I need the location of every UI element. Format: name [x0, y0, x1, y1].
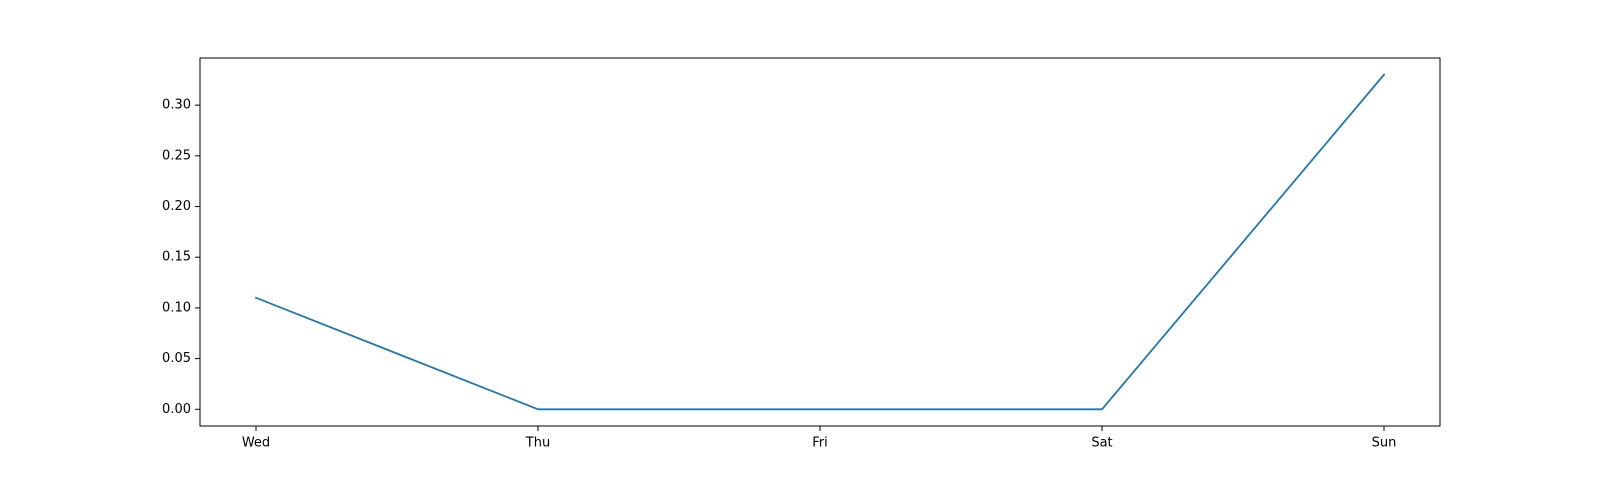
plot-area-frame [199, 57, 1441, 427]
x-tick-label: Sat [1091, 436, 1112, 451]
y-tick-label: 0.10 [162, 300, 191, 315]
y-tick-label: 0.15 [162, 250, 191, 265]
y-tick-label: 0.30 [162, 98, 191, 113]
x-tick-label: Thu [525, 436, 550, 451]
x-tick-label: Wed [242, 436, 270, 451]
y-tick-label: 0.00 [162, 402, 191, 417]
y-tick-label: 0.20 [162, 199, 191, 214]
y-tick-label: 0.05 [162, 351, 191, 366]
series-line [254, 73, 1386, 411]
x-axis: Wed Thu Fri Sat Sun [242, 426, 1397, 451]
y-tick-label: 0.25 [162, 148, 191, 163]
x-tick-label: Fri [812, 436, 828, 451]
x-tick-label: Sun [1372, 436, 1397, 451]
y-axis: 0.00 0.05 0.10 0.15 0.20 0.25 0.30 [162, 98, 200, 417]
